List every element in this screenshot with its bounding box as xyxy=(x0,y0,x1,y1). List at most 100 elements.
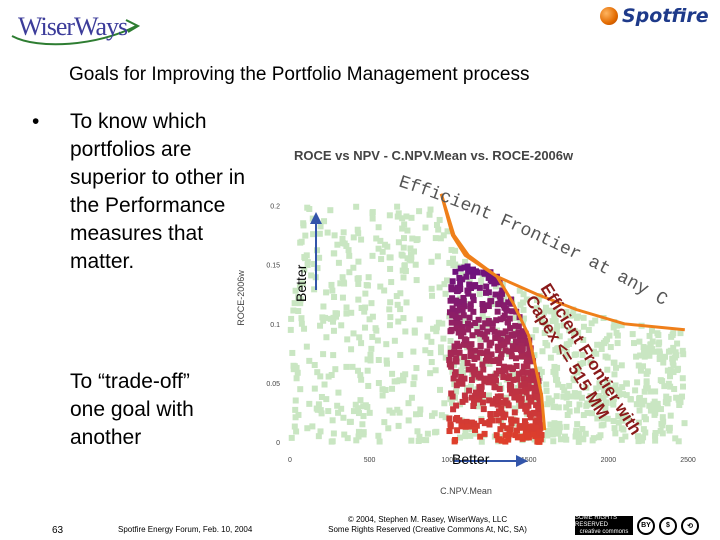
highlight-point xyxy=(479,307,486,314)
background-point xyxy=(331,232,338,239)
background-point xyxy=(442,354,449,361)
background-point xyxy=(446,259,453,266)
highlight-point xyxy=(529,368,536,375)
frontier-capex-515-line xyxy=(439,193,547,431)
highlight-point xyxy=(497,316,504,323)
background-point xyxy=(327,207,334,214)
background-point xyxy=(574,369,581,376)
background-point xyxy=(338,322,345,329)
background-point xyxy=(670,369,677,376)
background-point xyxy=(324,229,331,236)
background-point xyxy=(293,364,300,371)
background-point xyxy=(375,245,382,252)
background-point xyxy=(386,212,393,219)
background-point xyxy=(303,252,310,259)
background-point xyxy=(449,368,456,375)
background-point xyxy=(523,296,530,303)
background-point xyxy=(350,264,357,271)
background-point xyxy=(408,214,415,221)
background-point xyxy=(316,230,323,237)
background-point xyxy=(352,401,359,408)
background-point xyxy=(567,338,574,345)
cc-badge-line-2: creative commons xyxy=(579,529,629,535)
background-point xyxy=(662,399,669,406)
background-point xyxy=(434,253,441,260)
background-point xyxy=(635,362,642,369)
background-point xyxy=(566,382,573,389)
background-point xyxy=(310,231,317,238)
background-point xyxy=(441,281,448,288)
background-point xyxy=(343,304,350,311)
background-point xyxy=(542,304,549,311)
background-point xyxy=(355,230,362,237)
background-point xyxy=(641,388,648,395)
background-point xyxy=(676,401,683,408)
highlight-point xyxy=(524,369,531,376)
background-point xyxy=(618,436,625,443)
highlight-point xyxy=(461,392,468,399)
background-point xyxy=(355,296,362,303)
background-point xyxy=(556,428,563,435)
background-point xyxy=(413,237,420,244)
highlight-point xyxy=(484,348,491,355)
background-point xyxy=(563,436,570,443)
highlight-point xyxy=(460,294,467,301)
background-point xyxy=(355,258,362,265)
background-point xyxy=(293,428,300,435)
highlight-point xyxy=(491,384,498,391)
highlight-point xyxy=(480,366,487,373)
highlight-point xyxy=(495,343,502,350)
background-point xyxy=(459,271,466,278)
copyright-line-1: © 2004, Stephen M. Rasey, WiserWays, LLC xyxy=(347,515,508,524)
background-point xyxy=(641,397,648,404)
background-point xyxy=(350,330,357,337)
highlight-point xyxy=(525,339,532,346)
background-point xyxy=(356,334,363,341)
highlight-point xyxy=(512,322,519,329)
background-point xyxy=(544,432,551,439)
highlight-point xyxy=(496,385,503,392)
highlight-point xyxy=(467,423,474,430)
background-point xyxy=(377,237,384,244)
background-point xyxy=(589,437,596,444)
background-point xyxy=(596,380,603,387)
background-point xyxy=(674,340,681,347)
highlight-point xyxy=(465,326,472,333)
background-point xyxy=(288,434,295,441)
background-point xyxy=(338,405,345,412)
highlight-point xyxy=(521,333,528,340)
background-point xyxy=(560,393,567,400)
background-point xyxy=(395,318,402,325)
highlight-point xyxy=(520,363,527,370)
background-point xyxy=(304,425,311,432)
highlight-point xyxy=(527,347,534,354)
highlight-point xyxy=(460,341,467,348)
highlight-point xyxy=(464,263,471,270)
background-point xyxy=(594,341,601,348)
background-point xyxy=(462,428,469,435)
highlight-point xyxy=(459,398,466,405)
highlight-point xyxy=(528,355,535,362)
background-point xyxy=(387,299,394,306)
background-point xyxy=(538,319,545,326)
highlight-point xyxy=(485,379,492,386)
background-point xyxy=(361,308,368,315)
bullet-text: To know which portfolios are superior to… xyxy=(70,110,246,273)
background-point xyxy=(401,262,408,269)
background-point xyxy=(619,384,626,391)
background-point xyxy=(580,412,587,419)
highlight-point xyxy=(500,363,507,370)
highlight-point xyxy=(470,402,477,409)
cc-license-badge[interactable]: SOME RIGHTS RESERVED creative commons xyxy=(575,515,633,535)
background-point xyxy=(298,238,305,245)
highlight-point xyxy=(497,354,504,361)
background-point xyxy=(453,388,460,395)
background-point xyxy=(333,313,340,320)
background-point xyxy=(320,303,327,310)
background-point xyxy=(400,315,407,322)
highlight-point xyxy=(463,418,470,425)
background-point xyxy=(328,371,335,378)
background-point xyxy=(350,234,357,241)
background-point xyxy=(349,363,356,370)
background-point xyxy=(292,397,299,404)
